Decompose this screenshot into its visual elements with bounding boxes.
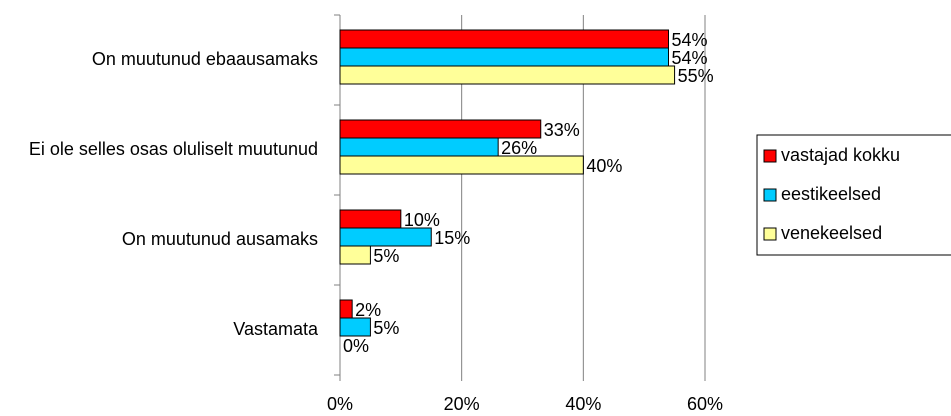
data-label: 33% [544, 120, 580, 140]
x-tick-label: 40% [565, 394, 601, 414]
bar [339, 47, 669, 67]
data-label: 26% [501, 138, 537, 158]
data-label: 40% [586, 156, 622, 176]
bar [339, 245, 371, 265]
legend-swatch [763, 149, 777, 163]
data-label: 2% [355, 300, 381, 320]
bar [339, 227, 432, 247]
legend-label: venekeelsed [781, 223, 882, 243]
legend-swatch [763, 227, 777, 241]
bar [339, 29, 669, 49]
x-tick-label: 20% [444, 394, 480, 414]
bar [339, 209, 402, 229]
bar [339, 317, 371, 337]
legend-label: eestikeelsed [781, 184, 881, 204]
data-label: 0% [343, 336, 369, 356]
x-tick-label: 60% [687, 394, 723, 414]
data-label: 5% [373, 318, 399, 338]
legend-label: vastajad kokku [781, 145, 900, 165]
data-label: 54% [672, 48, 708, 68]
y-tick-label: Ei ole selles osas oluliselt muutunud [29, 139, 318, 159]
bar [339, 299, 353, 319]
legend-box [756, 134, 951, 256]
data-label: 55% [678, 66, 714, 86]
x-tick-label: 0% [327, 394, 353, 414]
legend-swatch [763, 188, 777, 202]
bar [339, 65, 676, 85]
bar [339, 137, 499, 157]
y-tick-label: On muutunud ebaausamaks [92, 49, 318, 69]
y-tick-label: On muutunud ausamaks [122, 229, 318, 249]
data-label: 5% [373, 246, 399, 266]
bar [339, 119, 542, 139]
y-tick-label: Vastamata [233, 319, 319, 339]
data-label: 15% [434, 228, 470, 248]
data-label: 10% [404, 210, 440, 230]
bar [339, 155, 584, 175]
data-label: 54% [672, 30, 708, 50]
